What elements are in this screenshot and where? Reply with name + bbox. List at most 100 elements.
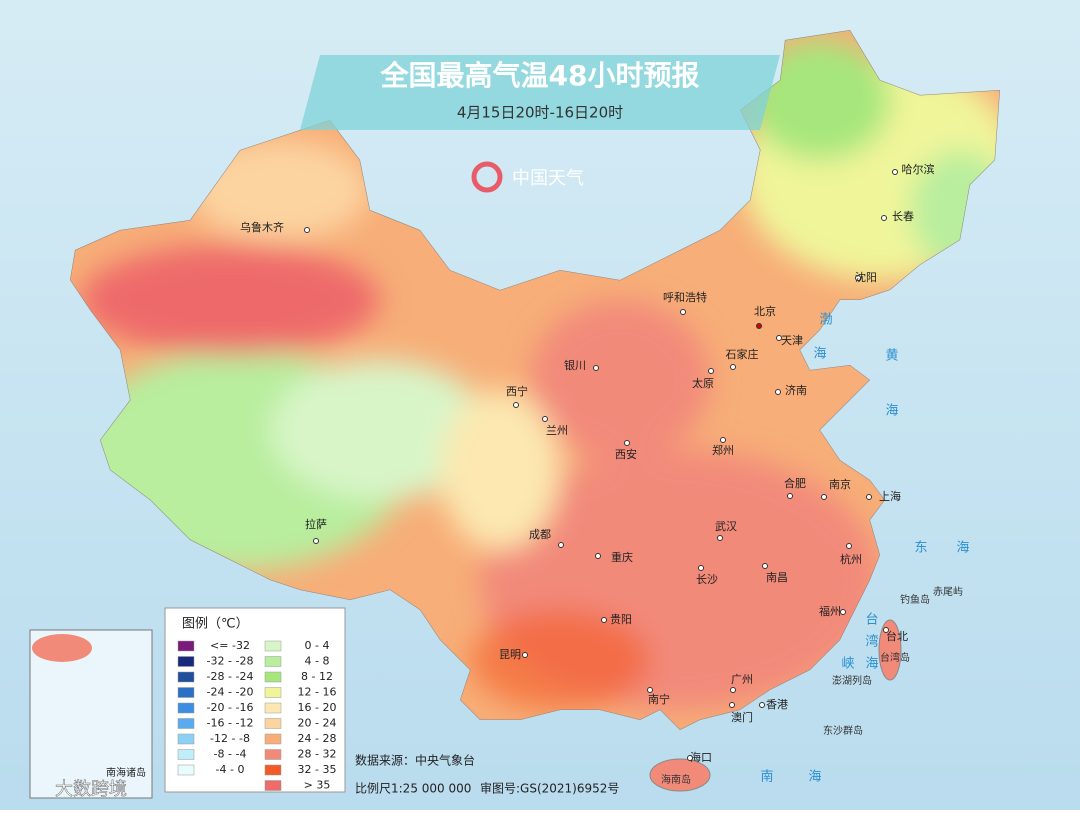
- logo: 中国天气: [512, 168, 584, 189]
- sea-label: 黄: [885, 349, 898, 364]
- legend-label: 24 - 28: [298, 732, 337, 745]
- legend-swatch: [264, 671, 282, 683]
- city-dot: [730, 364, 736, 370]
- city-dot: [624, 440, 630, 446]
- city-label: 贵阳: [610, 613, 632, 626]
- inset-label: 南海诸岛: [106, 766, 146, 779]
- city-label: 北京: [754, 304, 776, 318]
- city-dot: [717, 535, 723, 541]
- city-dot: [313, 538, 319, 544]
- city-label: 昆明: [499, 648, 521, 661]
- city-dot: [522, 652, 528, 658]
- legend: [164, 607, 346, 793]
- sea-label: 东: [914, 541, 927, 556]
- legend-swatch: [177, 764, 195, 776]
- city-dot: [304, 227, 310, 233]
- legend-swatch: [264, 640, 282, 652]
- city-label: 天津: [781, 334, 803, 347]
- approval: 审图号:GS(2021)6952号: [480, 781, 619, 796]
- sea-label: 台: [865, 613, 878, 628]
- legend-label: -28 - -24: [207, 670, 254, 683]
- city-label: 上海: [879, 489, 901, 503]
- city-dot: [513, 402, 519, 408]
- sea-label: 渤: [819, 312, 832, 328]
- legend-swatch: [264, 718, 282, 729]
- city-dot: [708, 368, 714, 374]
- city-label: 重庆: [611, 550, 633, 564]
- city-dot: [730, 687, 736, 693]
- city-label: 台北: [886, 629, 908, 643]
- legend-label: -4 - 0: [216, 763, 245, 776]
- city-label: 乌鲁木齐: [240, 220, 284, 234]
- legend-label: -12 - -8: [210, 732, 250, 745]
- title: 全国最高气温48小时预报: [380, 59, 700, 92]
- city-label: 石家庄: [726, 347, 759, 361]
- legend-swatch: [264, 687, 282, 698]
- city-label: 福州: [819, 604, 841, 618]
- legend-label: 8 - 12: [301, 670, 333, 683]
- sea-label: 海: [865, 657, 878, 672]
- legend-label: 12 - 16: [298, 686, 337, 699]
- city-dot: [756, 323, 762, 329]
- legend-swatch: [177, 733, 195, 745]
- legend-swatch: [177, 702, 195, 714]
- city-label: 长春: [892, 210, 914, 223]
- city-label: 海口: [690, 750, 712, 764]
- city-dot: [729, 702, 735, 708]
- legend-label: > 35: [304, 779, 331, 792]
- city-dot: [883, 627, 889, 633]
- city-dot: [680, 309, 686, 315]
- scale: 比例尺1:25 000 000: [355, 782, 471, 796]
- taiwan: [878, 619, 902, 681]
- city-label: 西安: [615, 447, 637, 461]
- city-label: 杭州: [840, 552, 862, 566]
- city-label: 合肥: [784, 476, 806, 490]
- city-label: 长沙: [696, 573, 718, 586]
- legend-label: -32 - -28: [207, 655, 254, 668]
- sea-label: 海: [885, 404, 898, 419]
- city-dot: [855, 275, 861, 281]
- legend-swatch: [264, 749, 282, 760]
- city-label: 银川: [564, 358, 586, 372]
- city-label: 武汉: [715, 520, 737, 533]
- city-dot: [840, 609, 846, 615]
- city-label: 南宁: [648, 692, 670, 706]
- sea-label: 南: [760, 769, 773, 785]
- legend-label: 28 - 32: [298, 748, 337, 761]
- city-dot: [892, 169, 898, 175]
- watermark: 大数跨境: [55, 779, 127, 800]
- city-dot: [593, 365, 599, 371]
- city-dot: [762, 563, 768, 569]
- legend-label: 16 - 20: [298, 701, 337, 714]
- legend-swatch: [177, 656, 195, 667]
- city-dot: [776, 335, 782, 341]
- city-label: 香港: [766, 698, 788, 711]
- island-label: 赤尾屿: [933, 586, 963, 598]
- city-dot: [720, 437, 726, 443]
- city-label: 太原: [692, 377, 714, 390]
- city-dot: [846, 543, 852, 549]
- island-label: 钓鱼岛: [900, 593, 930, 606]
- legend-label: -24 - -20: [207, 686, 254, 699]
- city-label: 济南: [785, 383, 807, 397]
- city-dot: [759, 702, 765, 708]
- city-label: 成都: [529, 528, 551, 541]
- city-dot: [787, 493, 793, 499]
- source: 数据来源：中央气象台: [355, 753, 475, 768]
- legend-swatch: [177, 749, 195, 760]
- city-label: 郑州: [712, 443, 734, 457]
- legend-label: -20 - -16: [207, 701, 254, 714]
- legend-swatch: [177, 718, 195, 729]
- hainan: [649, 758, 711, 792]
- city-dot: [687, 755, 693, 761]
- city-dot: [775, 389, 781, 395]
- legend-swatch: [264, 764, 282, 776]
- city-dot: [601, 617, 607, 623]
- legend-swatch: [177, 671, 195, 683]
- legend-swatch: [264, 656, 282, 667]
- city-label: 西宁: [506, 384, 528, 398]
- legend-swatch: [264, 702, 282, 714]
- city-dot: [647, 687, 653, 693]
- sea-label: 湾: [865, 634, 878, 650]
